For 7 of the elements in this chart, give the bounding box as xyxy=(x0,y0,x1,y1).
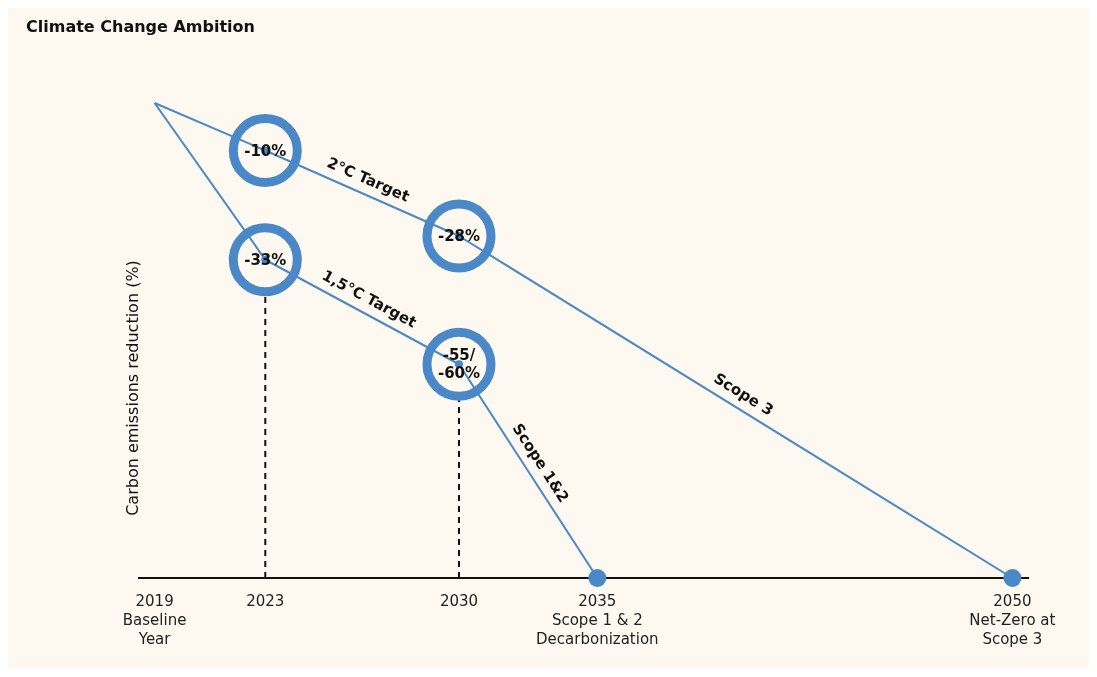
chart-title: Climate Change Ambition xyxy=(26,17,255,36)
x-tick-label: 2035 Scope 1 & 2 Decarbonization xyxy=(536,592,659,648)
y-axis-title: Carbon emissions reduction (%) xyxy=(123,260,142,516)
x-tick-label: 2023 xyxy=(246,592,285,610)
x-tick-label: 2030 xyxy=(439,592,479,610)
x-tick-label: 2050 Net-Zero at Scope 3 xyxy=(969,592,1056,648)
x-tick-label: 2019 Baseline Year xyxy=(122,592,187,648)
